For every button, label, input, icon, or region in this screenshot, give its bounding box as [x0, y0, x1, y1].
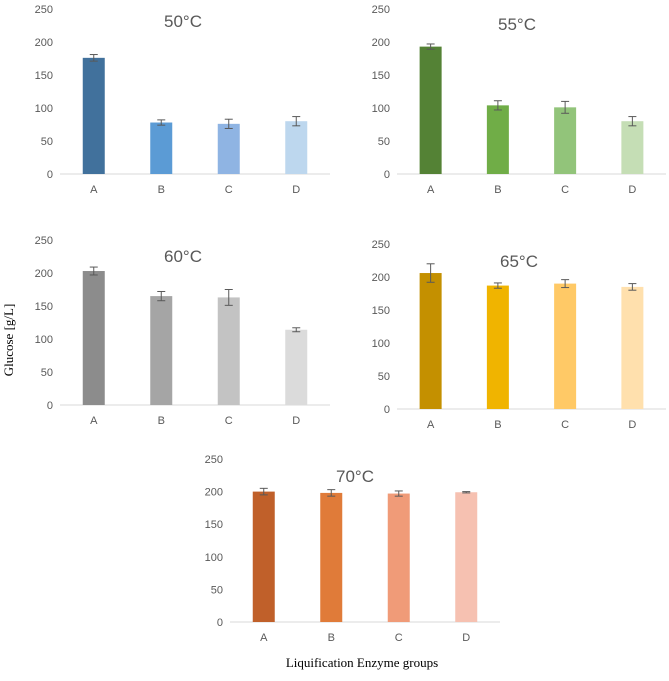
x-tick-label: B — [158, 415, 165, 427]
bar-B — [320, 492, 343, 622]
bar-C — [554, 107, 577, 174]
y-tick-label: 50 — [211, 584, 223, 596]
y-tick-label: 200 — [35, 37, 53, 49]
y-tick-label: 200 — [372, 37, 390, 49]
y-axis-label: Glucose [g/L] — [1, 304, 16, 377]
x-tick-label: B — [158, 184, 165, 196]
bar-D — [621, 286, 644, 409]
bar-B — [150, 296, 173, 405]
bar-D — [285, 329, 308, 405]
y-tick-label: 250 — [205, 454, 223, 466]
y-tick-label: 150 — [35, 301, 53, 313]
x-tick-label: A — [90, 184, 98, 196]
y-tick-label: 50 — [41, 367, 53, 379]
chart-1: 0 50 100 150 200 250 A B C D 55°C — [372, 4, 666, 196]
bar-A — [82, 271, 105, 405]
y-tick-label: 100 — [372, 103, 390, 115]
chart-title: 50°C — [164, 12, 202, 31]
y-tick-label: 50 — [41, 136, 53, 148]
bar-D — [621, 121, 644, 174]
bar-B — [486, 285, 509, 409]
y-tick-label: 250 — [35, 235, 53, 247]
y-tick-label: 0 — [47, 400, 53, 412]
y-tick-label: 150 — [372, 305, 390, 317]
chart-title: 60°C — [164, 247, 202, 266]
y-tick-label: 200 — [205, 487, 223, 499]
bar-C — [387, 493, 410, 622]
x-tick-label: D — [628, 184, 636, 196]
x-tick-label: C — [561, 184, 569, 196]
chart-0: 0 50 100 150 200 250 A B C D 50°C — [35, 4, 330, 196]
y-tick-label: 0 — [384, 404, 390, 416]
bar-C — [217, 297, 240, 405]
chart-panels: 0 50 100 150 200 250 A B C D 50°C 0 50 100 150 200 250 A B… — [35, 4, 666, 644]
bar-B — [486, 105, 509, 174]
x-tick-label: B — [328, 632, 335, 644]
bar-B — [150, 122, 173, 174]
x-tick-label: B — [494, 419, 501, 431]
bar-D — [285, 121, 308, 174]
x-tick-label: D — [292, 184, 300, 196]
y-tick-label: 200 — [372, 272, 390, 284]
chart-3: 0 50 100 150 200 250 A B C D 65°C — [372, 239, 666, 431]
y-tick-label: 100 — [35, 334, 53, 346]
y-tick-label: 100 — [205, 552, 223, 564]
x-tick-label: C — [395, 632, 403, 644]
x-tick-label: B — [494, 184, 501, 196]
y-tick-label: 100 — [35, 103, 53, 115]
x-tick-label: C — [561, 419, 569, 431]
y-tick-label: 150 — [205, 519, 223, 531]
bar-A — [419, 46, 442, 175]
chart-2: 0 50 100 150 200 250 A B C D 60°C — [35, 235, 330, 427]
x-tick-label: A — [260, 632, 268, 644]
x-tick-label: D — [628, 419, 636, 431]
chart-title: 70°C — [336, 467, 374, 486]
y-tick-label: 150 — [372, 70, 390, 82]
x-tick-label: D — [462, 632, 470, 644]
chart-4: 0 50 100 150 200 250 A B C D 70°C — [205, 454, 500, 644]
chart-title: 55°C — [498, 15, 536, 34]
y-tick-label: 50 — [378, 371, 390, 383]
bar-C — [554, 283, 577, 409]
x-tick-label: A — [90, 415, 98, 427]
y-tick-label: 100 — [372, 338, 390, 350]
y-tick-label: 50 — [378, 136, 390, 148]
y-tick-label: 250 — [372, 239, 390, 251]
x-tick-label: D — [292, 415, 300, 427]
chart-title: 65°C — [500, 252, 538, 271]
x-tick-label: C — [225, 415, 233, 427]
x-axis-label: Liquification Enzyme groups — [286, 655, 438, 670]
bar-A — [252, 491, 275, 622]
y-tick-label: 150 — [35, 70, 53, 82]
y-tick-label: 0 — [47, 169, 53, 181]
bar-C — [217, 123, 240, 174]
y-tick-label: 0 — [384, 169, 390, 181]
x-tick-label: A — [427, 184, 435, 196]
x-tick-label: A — [427, 419, 435, 431]
y-tick-label: 0 — [217, 617, 223, 629]
y-tick-label: 250 — [372, 4, 390, 16]
bar-A — [82, 57, 105, 175]
x-tick-label: C — [225, 184, 233, 196]
bar-D — [455, 492, 478, 622]
y-tick-label: 200 — [35, 268, 53, 280]
y-tick-label: 250 — [35, 4, 53, 16]
bar-A — [419, 273, 442, 409]
